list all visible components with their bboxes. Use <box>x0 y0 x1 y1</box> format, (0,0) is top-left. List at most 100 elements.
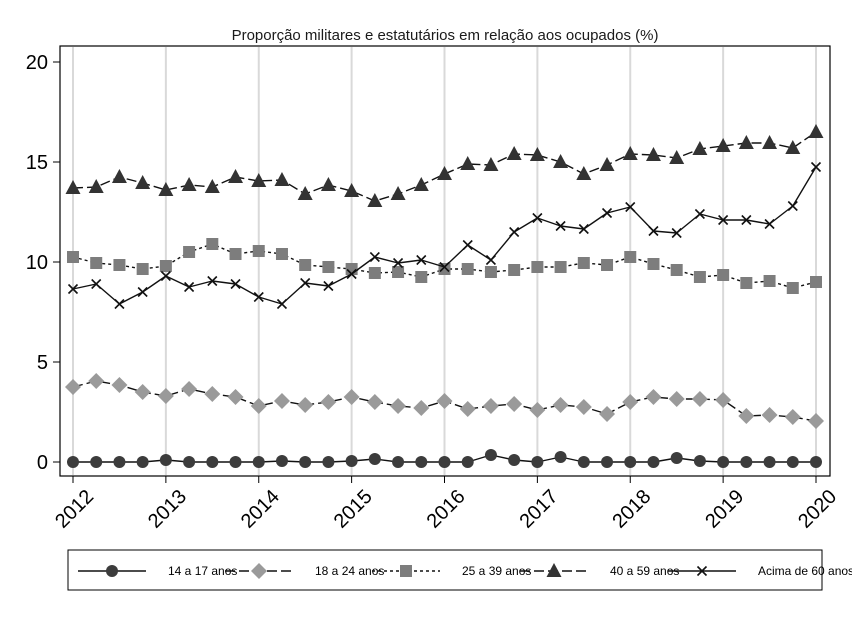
series-2-point <box>622 394 639 410</box>
series-3-point <box>601 259 614 271</box>
series-1-point <box>717 456 730 468</box>
series-5-point <box>509 226 520 238</box>
series-1-point <box>670 452 683 464</box>
series-3-point <box>693 271 706 283</box>
series-3-point <box>415 271 428 283</box>
legend-marker <box>696 565 708 577</box>
series-4-point <box>762 135 778 149</box>
series-5-point <box>346 268 357 280</box>
series-3-point <box>554 261 567 273</box>
series-2-point <box>181 381 198 397</box>
series-5-point <box>160 270 171 282</box>
series-3-point <box>484 266 497 278</box>
series-5-point <box>555 220 566 232</box>
series-1-point <box>275 455 288 467</box>
series-3-point <box>624 251 637 263</box>
series-5-point <box>485 254 497 266</box>
series-1-point <box>415 456 428 468</box>
series-4-point <box>692 141 708 155</box>
x-axis: 2012 2013 2014 2015 2016 2017 2018 2019 2020 <box>51 476 841 533</box>
series-2-point <box>320 394 337 410</box>
series-1-point <box>740 456 753 468</box>
x-tick-label-2013: 2013 <box>144 486 191 533</box>
y-tick-label-0: 0 <box>37 452 48 474</box>
series-1-point <box>508 454 521 466</box>
series-4-point <box>553 154 569 168</box>
series-3-point <box>90 257 103 269</box>
series-2-point <box>784 409 801 425</box>
series-5-point <box>276 298 288 310</box>
series-1-point <box>206 456 219 468</box>
series-5-point <box>764 218 775 230</box>
series-4-point <box>669 150 685 164</box>
series-1-point <box>90 456 103 468</box>
series-4-point <box>135 175 151 189</box>
series-2-point <box>575 399 592 415</box>
series-5-point <box>439 261 450 273</box>
series-1-point <box>624 456 637 468</box>
series-1-point <box>159 454 172 466</box>
series-3-point <box>113 259 126 271</box>
series-5-point <box>91 278 102 290</box>
legend-label: 18 a 24 anos <box>315 564 384 578</box>
series-5-point <box>137 286 148 298</box>
series-5-point <box>625 201 636 213</box>
x-tick-label-2014: 2014 <box>237 486 284 533</box>
series-3-point <box>322 261 335 273</box>
series-4-point <box>367 193 383 207</box>
series-2-point <box>88 373 105 389</box>
series-2-point <box>645 389 662 405</box>
series-4-point <box>158 182 174 196</box>
x-tick-label-2019: 2019 <box>701 486 748 533</box>
series-5-point <box>462 239 473 251</box>
series-1-point <box>299 456 312 468</box>
series-3-point <box>786 282 799 294</box>
series-2-point <box>134 384 151 400</box>
series-3-point <box>670 264 683 276</box>
series-5-point <box>718 214 729 226</box>
series-1-point <box>810 456 822 468</box>
series-2-point <box>808 413 824 429</box>
series-3-point <box>508 264 521 276</box>
y-axis: 0 5 10 15 20 <box>26 52 60 474</box>
series-4-point <box>251 173 267 187</box>
legend-marker <box>400 565 412 577</box>
series-1-point <box>322 456 335 468</box>
legend-marker <box>251 563 267 579</box>
series-1-point <box>763 456 776 468</box>
series-5-point <box>207 275 218 287</box>
legend-frame <box>67 549 823 591</box>
series-4-point <box>785 140 801 154</box>
chart-title: Proporção militares e estatutários em re… <box>232 27 659 44</box>
series-4 <box>65 124 824 207</box>
series-4-point <box>738 135 754 149</box>
series-2-point <box>65 379 81 395</box>
series-2-point <box>227 389 244 405</box>
legend-item-3: 25 a 39 anos <box>372 564 531 578</box>
series-1-point <box>693 455 706 467</box>
series-5-point <box>230 278 241 290</box>
series-1-point <box>229 456 242 468</box>
legend-label: 14 a 17 anos <box>168 564 237 578</box>
series-2-point <box>691 391 708 407</box>
series-5-point <box>369 251 380 263</box>
series-5-point <box>578 223 589 235</box>
series-2-point <box>436 393 453 409</box>
x-tick-label-2012: 2012 <box>51 486 98 533</box>
series-5-point <box>671 227 682 239</box>
series-2-point <box>273 393 290 409</box>
series-2-point <box>343 389 360 405</box>
y-tick-label-20: 20 <box>26 52 48 74</box>
series-3-point <box>717 269 730 281</box>
legend-marker <box>106 565 118 577</box>
series-4-point <box>204 179 220 193</box>
series-2-point <box>668 391 685 407</box>
series-5-point <box>532 212 543 224</box>
series-4-point <box>645 147 661 161</box>
series-3-point <box>275 248 288 260</box>
y-tick-label-10: 10 <box>26 252 48 274</box>
series-3-point <box>763 275 776 287</box>
series-2-point <box>715 392 732 408</box>
series-3-point <box>740 277 753 289</box>
